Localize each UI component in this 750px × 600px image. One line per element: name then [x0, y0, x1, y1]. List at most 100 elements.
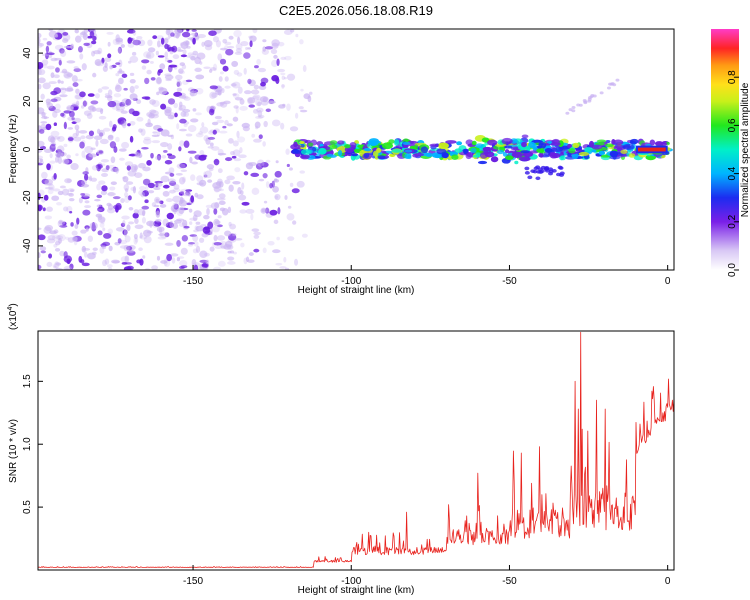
noise-dot	[115, 205, 119, 213]
noise-dot	[176, 80, 182, 87]
noise-dot	[186, 45, 191, 49]
noise-dot	[203, 66, 211, 69]
noise-dot	[38, 62, 44, 69]
colorbar: 0.0 0.2 0.4 0.6 0.8 Normalized spectral ampl…	[711, 29, 750, 277]
noise-dot	[213, 186, 220, 193]
noise-dot	[217, 178, 223, 184]
noise-dot	[126, 265, 134, 270]
noise-dot	[179, 140, 185, 147]
noise-dot	[81, 245, 87, 253]
snr-frame	[37, 330, 675, 571]
noise-dot	[236, 130, 240, 139]
noise-dot	[55, 240, 61, 246]
signal-band-cell	[437, 142, 449, 150]
noise-dot	[53, 87, 62, 95]
noise-dot	[264, 46, 274, 50]
noise-dot	[182, 176, 186, 183]
noise-dot	[40, 123, 47, 131]
signal-band-cell	[326, 153, 334, 158]
noise-dot	[262, 141, 266, 147]
noise-dot	[143, 235, 152, 244]
noise-dot	[199, 61, 203, 65]
noise-dot	[44, 215, 53, 220]
noise-dot	[59, 220, 66, 225]
noise-dot	[197, 33, 206, 39]
noise-dot	[108, 245, 113, 252]
noise-dot	[243, 67, 247, 75]
noise-dot	[143, 51, 151, 58]
noise-dot	[99, 222, 105, 228]
noise-dot	[176, 239, 181, 247]
signal-band-cell	[300, 144, 305, 148]
signal-band-cell	[337, 149, 343, 157]
noise-dot	[228, 184, 234, 192]
noise-dot	[249, 35, 257, 42]
noise-dot	[254, 121, 261, 129]
noise-dot	[117, 46, 122, 54]
noise-dot	[107, 264, 113, 268]
noise-dot	[48, 30, 58, 38]
noise-dot	[204, 252, 210, 257]
noise-dot	[256, 58, 261, 65]
noise-dot	[309, 91, 313, 95]
noise-dot	[157, 236, 167, 240]
signal-band-cell	[629, 141, 637, 145]
noise-dot	[59, 250, 65, 257]
noise-dot	[180, 188, 190, 193]
signal-band-cell	[571, 152, 579, 160]
signal-band-cell	[567, 152, 572, 157]
noise-dot	[199, 237, 205, 243]
noise-dot	[103, 232, 112, 239]
noise-dot	[96, 164, 101, 172]
noise-dot	[195, 132, 204, 138]
noise-dot	[78, 255, 83, 263]
noise-dot	[186, 29, 190, 32]
noise-dot	[180, 169, 188, 173]
noise-dot	[191, 29, 197, 32]
noise-dot	[160, 141, 169, 148]
noise-dot	[55, 262, 62, 266]
noise-dot	[104, 57, 112, 63]
noise-dot	[178, 70, 186, 75]
noise-dot	[300, 88, 304, 92]
spectrogram-ylabel: Frequency (Hz)	[8, 115, 19, 184]
noise-dot	[146, 230, 153, 234]
signal-band-cell	[470, 147, 477, 154]
noise-dot	[159, 203, 167, 208]
noise-dot	[56, 202, 63, 206]
noise-dot	[64, 87, 74, 92]
noise-dot	[115, 34, 121, 42]
noise-dot	[212, 129, 217, 135]
noise-dot	[213, 88, 223, 93]
noise-dot	[56, 135, 65, 142]
noise-dot	[141, 146, 149, 150]
noise-dot	[115, 72, 120, 77]
noise-dot	[149, 60, 154, 64]
noise-dot	[110, 181, 117, 186]
noise-dot	[173, 203, 179, 210]
noise-dot	[82, 32, 88, 41]
noise-dot	[53, 173, 57, 180]
noise-dot	[38, 227, 42, 230]
noise-dot	[234, 51, 243, 55]
signal-band-cell	[389, 153, 396, 158]
noise-dot	[52, 188, 61, 192]
noise-dot	[96, 128, 101, 135]
noise-dot	[281, 84, 286, 88]
noise-dot	[133, 237, 138, 245]
noise-dot	[141, 216, 146, 224]
noise-dot	[97, 216, 106, 223]
noise-dot	[279, 266, 287, 269]
noise-dot	[62, 158, 70, 165]
noise-dot	[67, 116, 76, 121]
noise-dot	[125, 245, 133, 251]
signal-band-cell	[475, 152, 482, 157]
noise-dot	[77, 45, 83, 53]
noise-dot	[38, 33, 42, 39]
snr-ylabel: SNR (10 * v/v)	[8, 419, 19, 483]
noise-dot	[271, 180, 275, 188]
spectrogram-y-tick-label: 20	[22, 95, 33, 107]
noise-dot	[193, 229, 199, 233]
noise-dot	[134, 151, 140, 158]
noise-dot	[267, 240, 275, 246]
